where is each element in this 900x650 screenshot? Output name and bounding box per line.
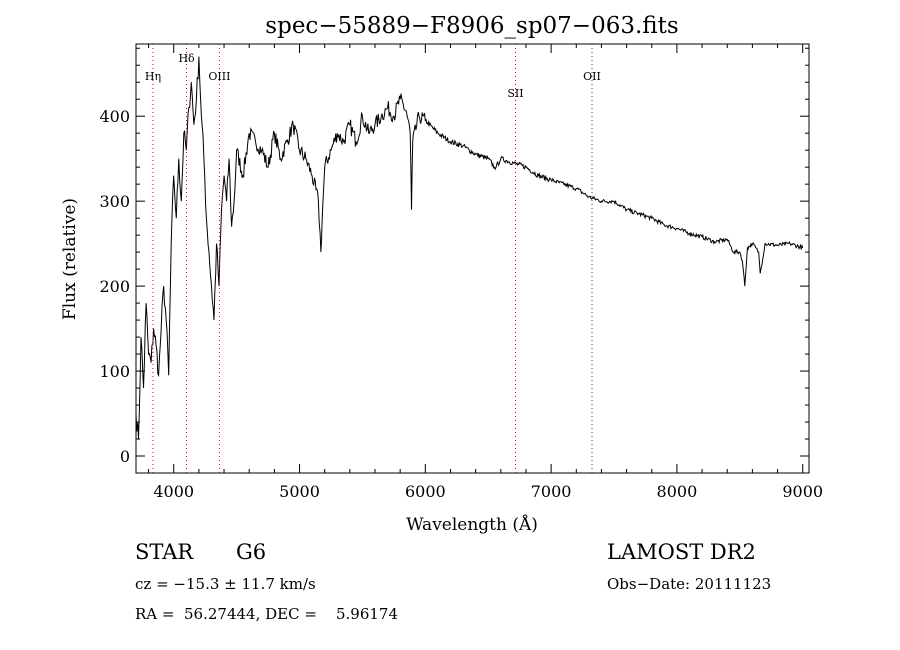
spectrum-line [136, 56, 804, 440]
object-class: STAR [135, 540, 194, 564]
line-marker-label-3: SII [507, 87, 523, 100]
plot-frame [135, 43, 810, 474]
y-tick-label: 200 [99, 277, 130, 296]
y-tick-label: 0 [120, 447, 130, 466]
coordinates: RA = 56.27444, DEC = 5.96174 [135, 605, 398, 623]
x-axis-label: Wavelength (Å) [406, 514, 538, 535]
line-marker-label-2: OIII [208, 70, 230, 83]
x-tick-label: 6000 [405, 482, 446, 501]
plot-area [135, 43, 810, 474]
line-marker-label-1: Hδ [178, 52, 195, 65]
x-tick-label: 9000 [782, 482, 823, 501]
observation-date: Obs−Date: 20111123 [607, 575, 772, 593]
y-axis-label: Flux (relative) [60, 198, 80, 320]
y-axis: 0 100 200 300 400 [99, 47, 809, 474]
y-tick-label: 300 [99, 192, 130, 211]
redshift-info: cz = −15.3 ± 11.7 km/s [135, 575, 316, 593]
line-marker-label-4: OII [583, 70, 601, 83]
x-tick-label: 5000 [279, 482, 320, 501]
line-marker-label-0: Hη [145, 70, 161, 83]
y-tick-label: 100 [99, 362, 130, 381]
chart-title: spec−55889−F8906_sp07−063.fits [265, 13, 678, 39]
x-tick-label: 8000 [657, 482, 698, 501]
object-subclass: G6 [236, 540, 267, 564]
x-tick-label: 4000 [153, 482, 194, 501]
x-axis: 4000 5000 6000 7000 8000 9000 [148, 44, 823, 501]
y-tick-label: 400 [99, 107, 130, 126]
emission-line-markers: Hη Hδ OIII SII OII [145, 44, 601, 473]
x-tick-label: 7000 [531, 482, 572, 501]
survey-name: LAMOST DR2 [607, 540, 756, 564]
